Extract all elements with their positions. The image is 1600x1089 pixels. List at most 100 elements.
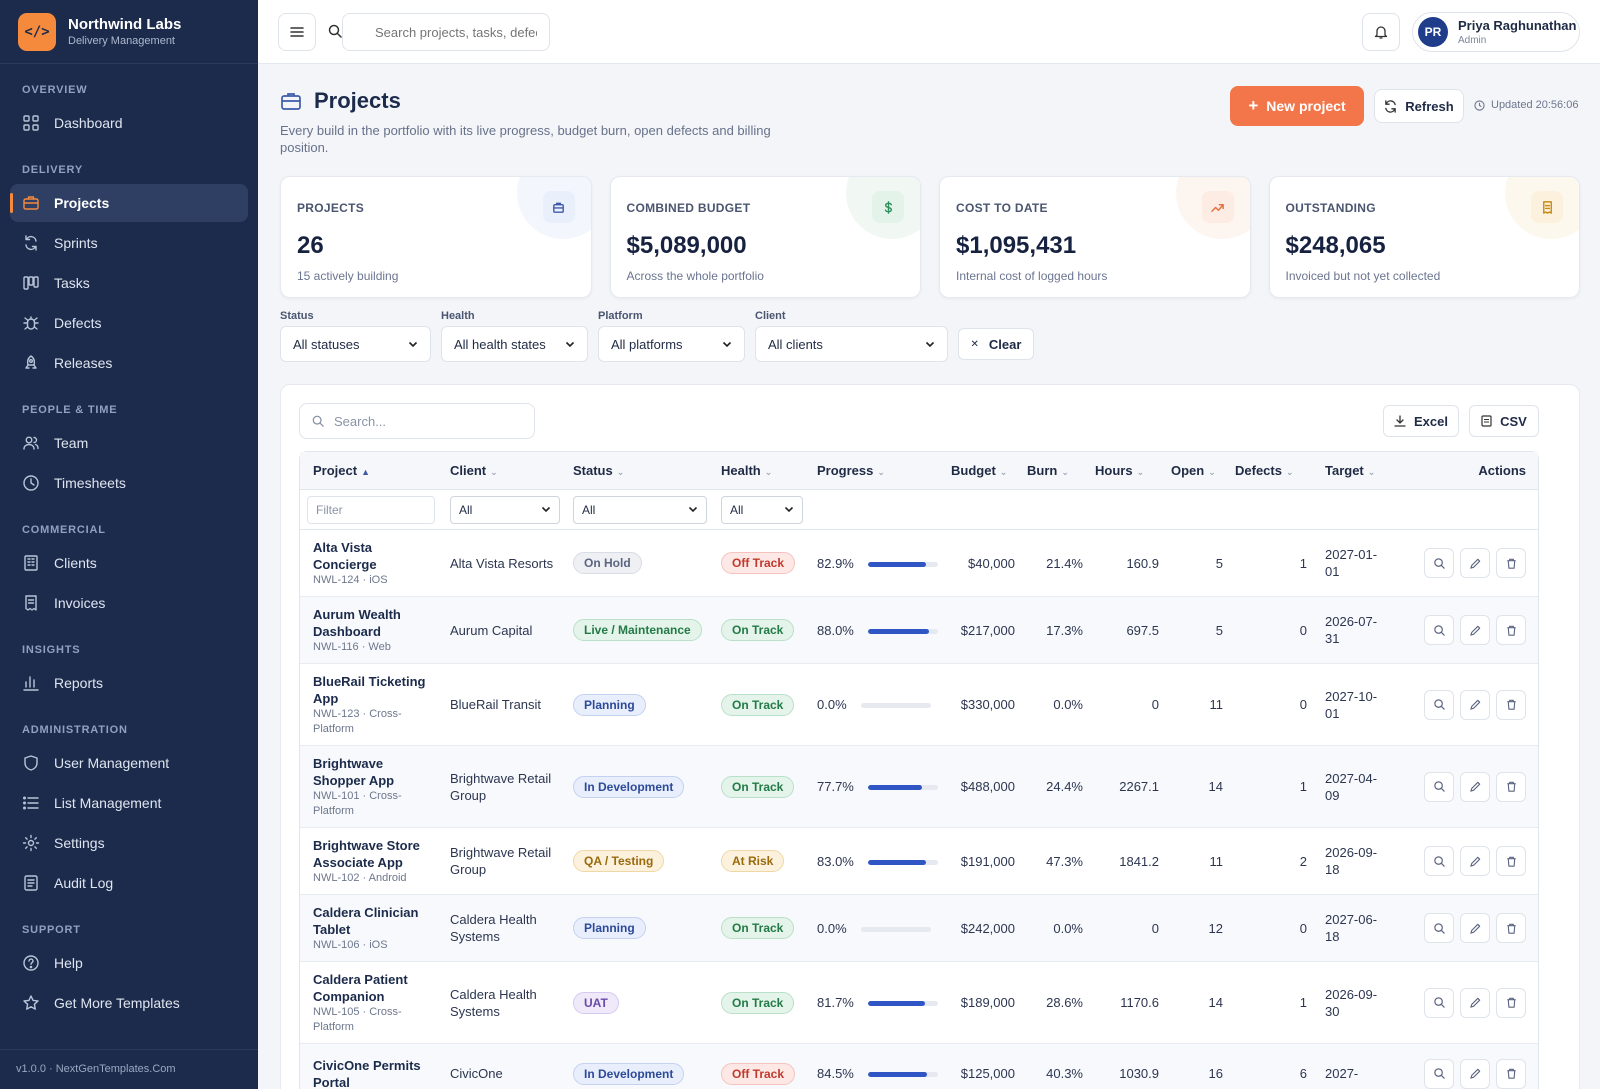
global-search-input[interactable]	[342, 13, 550, 51]
sidebar-item-tasks[interactable]: Tasks	[10, 264, 248, 302]
table-row[interactable]: Alta Vista Concierge NWL-124 · iOS Alta Vi…	[300, 530, 1538, 597]
sidebar-item-list-management[interactable]: List Management	[10, 784, 248, 822]
edit-button[interactable]	[1460, 771, 1490, 802]
sidebar-item-invoices[interactable]: Invoices	[10, 584, 248, 622]
column-header-progress[interactable]: Progress ⌄	[811, 463, 945, 478]
health-cell: On Track	[715, 991, 811, 1014]
sidebar-item-user-management[interactable]: User Management	[10, 744, 248, 782]
view-button[interactable]	[1424, 1058, 1454, 1089]
edit-button[interactable]	[1460, 913, 1490, 943]
health-badge: Off Track	[721, 1062, 796, 1085]
table-row[interactable]: Brightwave Store Associate App NWL-102 · …	[300, 828, 1538, 895]
delete-button[interactable]	[1496, 1058, 1526, 1089]
delete-button[interactable]	[1496, 548, 1526, 578]
edit-button[interactable]	[1460, 1058, 1490, 1089]
view-button[interactable]	[1424, 548, 1454, 578]
menu-toggle-button[interactable]	[278, 13, 316, 51]
view-button[interactable]	[1424, 771, 1454, 802]
burn-cell: 21.4%	[1021, 556, 1089, 571]
edit-button[interactable]	[1460, 987, 1490, 1018]
table-row[interactable]: BlueRail Ticketing App NWL-123 · Cross-Pl…	[300, 664, 1538, 746]
table-search[interactable]: Search...	[299, 403, 535, 439]
view-button[interactable]	[1424, 689, 1454, 720]
edit-button[interactable]	[1460, 689, 1490, 720]
project-filter-input[interactable]: Filter	[307, 495, 435, 524]
view-button[interactable]	[1424, 615, 1454, 645]
sort-icon: ⌄	[999, 467, 1008, 477]
column-header-target[interactable]: Target ⌄	[1313, 463, 1387, 478]
open-value: 14	[1208, 995, 1223, 1010]
sidebar-item-reports[interactable]: Reports	[10, 664, 248, 702]
new-project-button[interactable]: + New project	[1230, 86, 1364, 126]
search-icon	[1433, 780, 1446, 793]
client-select[interactable]: All clients	[755, 326, 948, 362]
delete-button[interactable]	[1496, 771, 1526, 802]
status-select[interactable]: All statuses	[280, 326, 431, 362]
main-content: Projects Every build in the portfolio wi…	[280, 64, 1580, 1089]
project-name[interactable]: CivicOne Permits Portal	[313, 1057, 421, 1089]
delete-button[interactable]	[1496, 689, 1526, 720]
refresh-button[interactable]: Refresh	[1374, 89, 1464, 123]
project-name[interactable]: Caldera Patient Companion	[313, 971, 408, 1004]
health-badge: On Track	[721, 775, 795, 798]
table-row[interactable]: Aurum Wealth Dashboard NWL-116 · Web Aurum…	[300, 597, 1538, 664]
sidebar-item-label: Defects	[54, 315, 102, 331]
project-name[interactable]: Alta Vista Concierge	[313, 539, 377, 572]
view-button[interactable]	[1424, 913, 1454, 943]
sidebar-item-projects[interactable]: Projects	[10, 184, 248, 222]
table-row[interactable]: Brightwave Shopper App NWL-101 · Cross-Pl…	[300, 746, 1538, 828]
select-value: All statuses	[293, 336, 360, 352]
column-header-open[interactable]: Open ⌄	[1165, 463, 1229, 478]
export-excel-button[interactable]: Excel	[1383, 405, 1459, 437]
sidebar-item-team[interactable]: Team	[10, 424, 248, 462]
edit-button[interactable]	[1460, 548, 1490, 578]
delete-button[interactable]	[1496, 987, 1526, 1018]
health-badge: Off Track	[721, 552, 796, 574]
sidebar-item-get-more-templates[interactable]: Get More Templates	[10, 984, 248, 1022]
delete-button[interactable]	[1496, 615, 1526, 645]
column-header-hours[interactable]: Hours ⌄	[1089, 463, 1165, 478]
hours-cell: 1170.6	[1089, 995, 1165, 1010]
table-row[interactable]: Caldera Patient Companion NWL-105 · Cross…	[300, 962, 1538, 1044]
clear-filters-button[interactable]: ✕ Clear	[958, 328, 1034, 360]
project-name[interactable]: BlueRail Ticketing App	[313, 673, 426, 706]
column-header-client[interactable]: Client ⌄	[444, 463, 567, 478]
brand[interactable]: </> Northwind Labs Delivery Management	[0, 0, 258, 64]
column-header-status[interactable]: Status ⌄	[567, 463, 715, 478]
platform-select[interactable]: All platforms	[598, 326, 745, 362]
user-menu[interactable]: PR Priya Raghunathan Admin	[1412, 12, 1580, 52]
delete-button[interactable]	[1496, 913, 1526, 943]
project-name[interactable]: Aurum Wealth Dashboard	[313, 606, 401, 639]
sidebar-item-clients[interactable]: Clients	[10, 544, 248, 582]
health-filter-select[interactable]: All	[721, 495, 803, 524]
edit-button[interactable]	[1460, 615, 1490, 645]
sidebar-item-timesheets[interactable]: Timesheets	[10, 464, 248, 502]
project-name[interactable]: Brightwave Store Associate App	[313, 837, 420, 870]
sidebar-item-help[interactable]: Help	[10, 944, 248, 982]
edit-button[interactable]	[1460, 846, 1490, 876]
status-filter-select[interactable]: All	[573, 495, 707, 524]
health-select[interactable]: All health states	[441, 326, 588, 362]
sidebar-item-sprints[interactable]: Sprints	[10, 224, 248, 262]
sidebar-item-settings[interactable]: Settings	[10, 824, 248, 862]
project-name[interactable]: Caldera Clinician Tablet	[313, 904, 419, 937]
table-row[interactable]: Caldera Clinician Tablet NWL-106 · iOS Cal…	[300, 895, 1538, 962]
project-name[interactable]: Brightwave Shopper App	[313, 755, 395, 788]
sidebar-item-audit-log[interactable]: Audit Log	[10, 864, 248, 902]
sidebar-item-dashboard[interactable]: Dashboard	[10, 104, 248, 142]
sidebar-item-releases[interactable]: Releases	[10, 344, 248, 382]
view-button[interactable]	[1424, 987, 1454, 1018]
column-header-defects[interactable]: Defects ⌄	[1229, 463, 1313, 478]
view-button[interactable]	[1424, 846, 1454, 876]
column-header-health[interactable]: Health ⌄	[715, 463, 811, 478]
column-header-budget[interactable]: Budget ⌄	[945, 463, 1021, 478]
table-row[interactable]: CivicOne Permits Portal CivicOne In Develo…	[300, 1044, 1538, 1089]
export-csv-button[interactable]: CSV	[1469, 405, 1539, 437]
delete-button[interactable]	[1496, 846, 1526, 876]
client-filter-select[interactable]: All	[450, 495, 560, 524]
notifications-button[interactable]	[1362, 13, 1400, 51]
sidebar-item-defects[interactable]: Defects	[10, 304, 248, 342]
client-cell: Brightwave Retail Group	[444, 844, 567, 878]
column-header-burn[interactable]: Burn ⌄	[1021, 463, 1089, 478]
column-header-project[interactable]: Project ▲	[300, 463, 444, 478]
